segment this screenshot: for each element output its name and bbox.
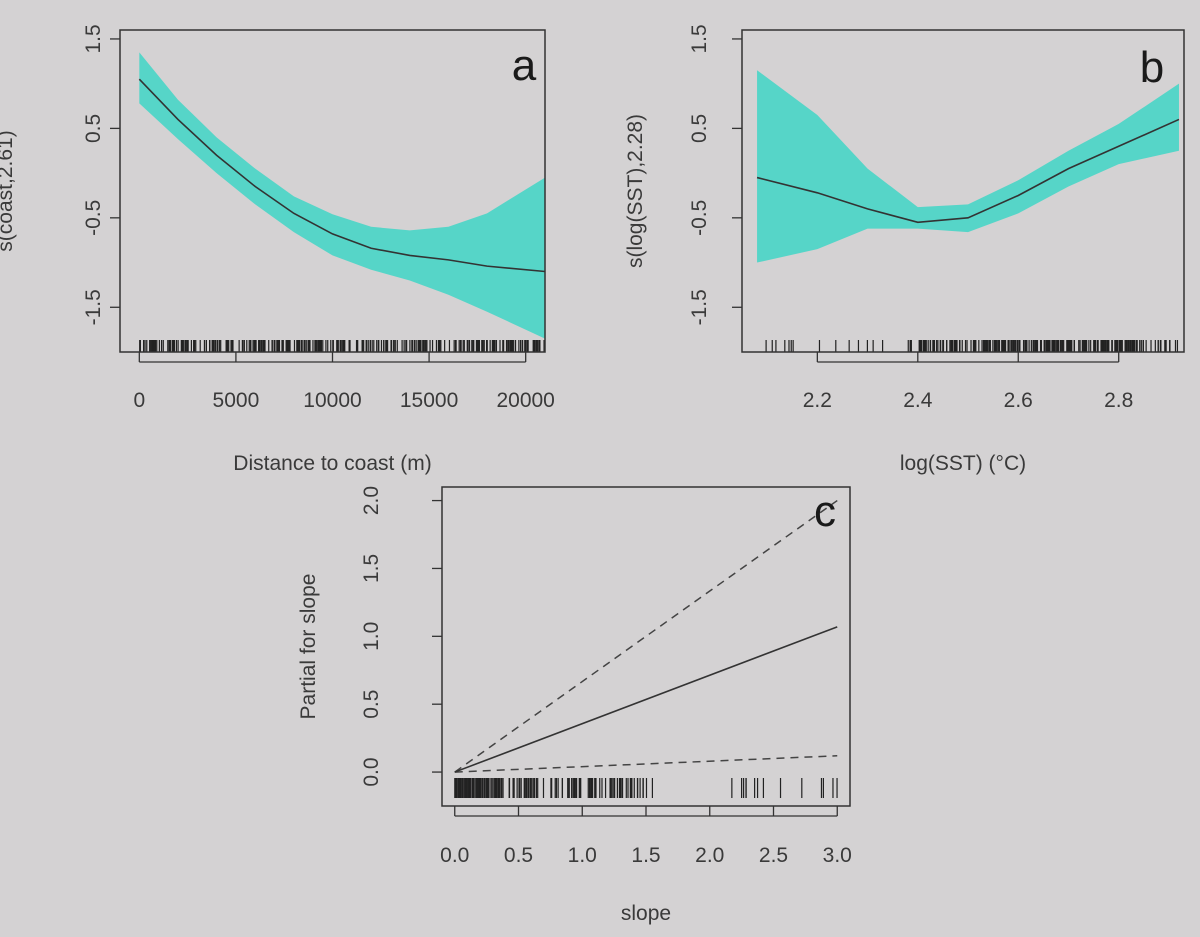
rug-b xyxy=(765,340,1179,352)
x-tick-label: 3.0 xyxy=(823,844,852,867)
y-tick-label: 0.0 xyxy=(360,757,383,786)
fit-line-b xyxy=(756,118,1180,224)
plot-frame-b xyxy=(741,29,1185,353)
y-tick-label: 0.5 xyxy=(360,690,383,719)
lower-bound-line-c xyxy=(454,755,838,773)
x-tick-label: 2.8 xyxy=(1104,389,1133,412)
fit-line-a xyxy=(138,78,546,273)
y-tick-label: -1.5 xyxy=(82,289,105,325)
y-tick-label: 1.5 xyxy=(360,554,383,583)
rug-a xyxy=(139,340,545,352)
y-tick-label: 2.0 xyxy=(360,486,383,515)
upper-bound-line-c xyxy=(454,499,838,773)
x-tick-label: 1.0 xyxy=(568,844,597,867)
panel-letter-a: a xyxy=(512,41,537,90)
fit-line-c xyxy=(454,626,838,773)
x-tick-label: 5000 xyxy=(213,389,260,412)
x-tick-label: 2.5 xyxy=(759,844,788,867)
x-tick-label: 15000 xyxy=(400,389,458,412)
x-tick-label: 2.0 xyxy=(695,844,724,867)
panel-c: 0.0 0.5 1.0 1.5 2.0 2.5 3.0 0.0 0.5 1.0 1.5 2.0 slop… xyxy=(297,486,852,925)
x-axis-label: log(SST) (°C) xyxy=(900,452,1026,475)
x-tick-label: 2.6 xyxy=(1004,389,1033,412)
x-tick-label: 0.0 xyxy=(440,844,469,867)
panel-letter-b: b xyxy=(1140,43,1164,92)
x-tick-label: 10000 xyxy=(303,389,361,412)
y-tick-label: -0.5 xyxy=(688,200,711,236)
y-tick-label: 1.5 xyxy=(82,24,105,53)
y-tick-label: 1.0 xyxy=(360,622,383,651)
x-tick-label: 0 xyxy=(133,389,145,412)
x-tick-label: 2.4 xyxy=(903,389,933,412)
panel-a: 0 5000 10000 15000 20000 1.5 0.5 -0.5 -1.5 Distan… xyxy=(0,24,555,475)
x-tick-label: 1.5 xyxy=(631,844,660,867)
x-axis-label: slope xyxy=(621,902,671,925)
confidence-band-b xyxy=(757,70,1179,263)
confidence-band-a xyxy=(139,52,545,339)
x-tick-label: 20000 xyxy=(496,389,554,412)
y-axis-label: s(log(SST),2.28) xyxy=(624,114,647,268)
x-axis-label: Distance to coast (m) xyxy=(233,452,431,475)
panel-letter-c: c xyxy=(814,487,836,536)
panel-b: 2.2 2.4 2.6 2.8 1.5 0.5 -0.5 -1.5 log(SST) (°C) s… xyxy=(624,24,1185,475)
y-tick-label: 1.5 xyxy=(688,24,711,53)
x-tick-label: 2.2 xyxy=(803,389,832,412)
y-tick-label: 0.5 xyxy=(688,114,711,143)
rug-c xyxy=(454,778,838,798)
x-tick-label: 0.5 xyxy=(504,844,533,867)
y-tick-label: -1.5 xyxy=(688,289,711,325)
y-tick-label: -0.5 xyxy=(82,200,105,236)
y-axis-label: Partial for slope xyxy=(297,574,320,720)
y-axis-label: s(coast,2.61) xyxy=(0,130,17,251)
y-tick-label: 0.5 xyxy=(82,114,105,143)
